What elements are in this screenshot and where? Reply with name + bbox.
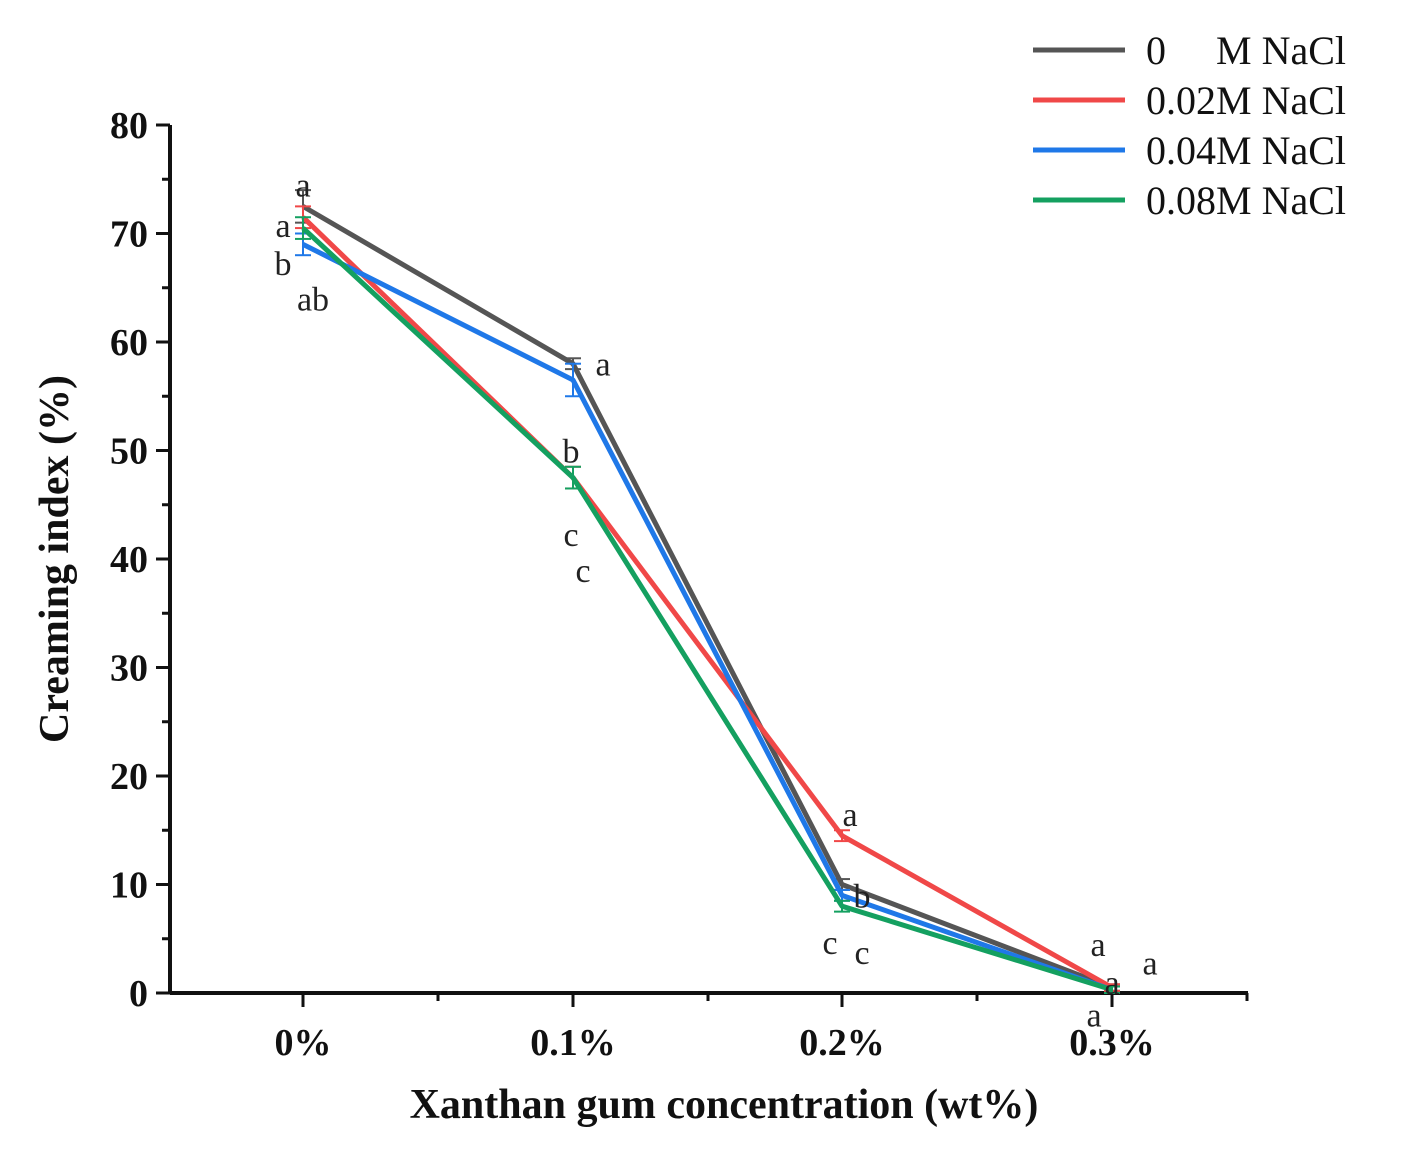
legend: 0 M NaCl 0.02M NaCl 0.04M NaCl 0.08M NaCl [1033, 28, 1346, 223]
significance-label: c [575, 553, 590, 590]
x-tick-label: 0.2% [799, 1022, 885, 1064]
series-2 [295, 232, 1120, 994]
legend-label: 0.08M NaCl [1146, 178, 1346, 223]
x-axis-title: Xanthan gum concentration (wt%) [410, 1082, 1039, 1128]
series-1 [295, 205, 1120, 992]
significance-label: a [595, 347, 610, 384]
series-line [301, 226, 1113, 993]
significance-label: a [295, 168, 310, 205]
y-tick-label: 80 [110, 105, 148, 147]
y-tick-label: 60 [110, 322, 148, 364]
y-tick-label: 0 [129, 973, 148, 1015]
series-line [301, 242, 1113, 993]
y-tick-label: 20 [110, 756, 148, 798]
y-tick-label: 70 [110, 214, 148, 256]
legend-entry: 0 M NaCl [1033, 28, 1346, 73]
legend-entry: 0.04M NaCl [1033, 128, 1346, 173]
significance-label: a [1086, 998, 1101, 1035]
significance-label: a [842, 797, 857, 834]
x-tick-label: 0.1% [530, 1022, 616, 1064]
legend-label: 0 M NaCl [1146, 28, 1346, 73]
series-line [301, 204, 1113, 990]
significance-label: c [563, 517, 578, 554]
significance-label: a [1090, 927, 1105, 964]
legend-label: 0.02M NaCl [1146, 78, 1346, 123]
significance-label: c [822, 925, 837, 962]
series-layer [295, 189, 1120, 994]
legend-entry: 0.08M NaCl [1033, 178, 1346, 223]
y-tick-label: 30 [110, 648, 148, 690]
x-tick-label: 0.3% [1069, 1022, 1155, 1064]
ticks: 0 10 20 30 40 50 60 70 80 0% 0.1% 0.2% 0.3% [110, 105, 1249, 1064]
significance-label: ab [297, 282, 329, 319]
significance-label: a [1104, 965, 1119, 1002]
y-axis-title: Creaming index (%) [32, 375, 78, 743]
series-line [301, 215, 1114, 990]
significance-label: b [563, 434, 580, 471]
significance-label: b [854, 878, 871, 915]
significance-label: b [275, 246, 292, 283]
y-tick-label: 50 [110, 431, 148, 473]
legend-entry: 0.02M NaCl [1033, 78, 1346, 123]
y-tick-label: 10 [110, 865, 148, 907]
legend-label: 0.04M NaCl [1146, 128, 1346, 173]
series-3 [295, 216, 1120, 994]
significance-label: a [1142, 946, 1157, 983]
y-tick-label: 40 [110, 539, 148, 581]
significance-label: a [275, 208, 290, 245]
series-0 [295, 189, 1120, 992]
x-tick-label: 0% [275, 1022, 332, 1064]
significance-label: c [854, 935, 869, 972]
